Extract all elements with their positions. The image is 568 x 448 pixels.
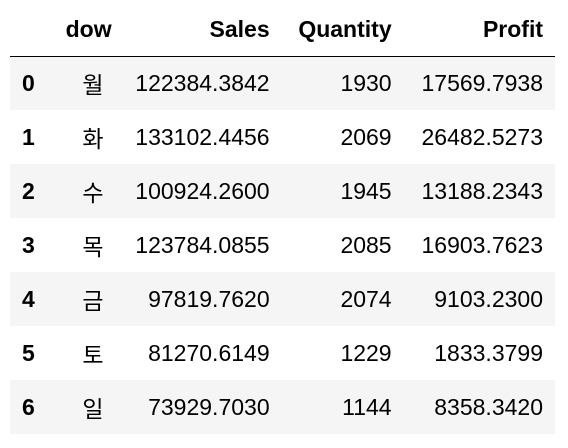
sales-cell: 133102.4456 xyxy=(135,123,270,150)
sales-cell: 122384.3842 xyxy=(135,69,270,96)
row-index: 2 xyxy=(22,177,35,204)
column-header-profit: Profit xyxy=(403,4,555,57)
dow-cell: 월 xyxy=(82,73,104,100)
column-header-sales: Sales xyxy=(123,4,282,57)
sales-cell: 123784.0855 xyxy=(135,231,270,258)
dow-cell: 수 xyxy=(82,181,104,207)
table-row: 5 토 81270.6149 1229 1833.3799 xyxy=(10,326,555,380)
profit-cell: 13188.2343 xyxy=(421,177,543,204)
profit-cell: 17569.7938 xyxy=(421,69,543,96)
row-index: 6 xyxy=(22,393,35,420)
row-index: 0 xyxy=(22,69,35,96)
profit-cell: 8358.3420 xyxy=(434,393,543,420)
profit-cell: 1833.3799 xyxy=(434,339,543,366)
column-header-dow: dow xyxy=(40,4,124,57)
column-header-quantity: Quantity xyxy=(281,4,404,57)
dow-cell: 화 xyxy=(82,127,104,153)
table-body: 0 월 122384.3842 1930 17569.7938 1 화 1331… xyxy=(10,56,555,434)
row-index: 5 xyxy=(22,339,35,366)
quantity-cell: 2074 xyxy=(340,285,392,312)
profit-cell: 9103.2300 xyxy=(434,285,543,312)
quantity-cell: 1930 xyxy=(340,69,392,96)
sales-cell: 100924.2600 xyxy=(135,177,270,204)
dow-cell: 목 xyxy=(82,235,104,261)
row-index: 4 xyxy=(22,285,35,312)
table-header: dow Sales Quantity Profit xyxy=(10,4,555,57)
sales-cell: 73929.7030 xyxy=(148,393,270,420)
quantity-cell: 1945 xyxy=(340,177,392,204)
index-column-header xyxy=(10,4,41,57)
quantity-cell: 2069 xyxy=(340,123,392,150)
table-row: 2 수 100924.2600 1945 13188.2343 xyxy=(10,164,555,218)
profit-cell: 16903.7623 xyxy=(421,231,543,258)
row-index: 3 xyxy=(22,231,35,258)
quantity-cell: 1144 xyxy=(342,393,392,420)
dow-cell: 일 xyxy=(82,397,104,423)
sales-cell: 81270.6149 xyxy=(148,339,270,366)
table-row: 4 금 97819.7620 2074 9103.2300 xyxy=(10,272,555,326)
table-row: 3 목 123784.0855 2085 16903.7623 xyxy=(10,218,555,272)
dow-cell: 금 xyxy=(82,289,104,315)
table-row: 6 일 73929.7030 1144 8358.3420 xyxy=(10,380,555,434)
profit-cell: 26482.5273 xyxy=(421,123,543,150)
table-row: 1 화 133102.4456 2069 26482.5273 xyxy=(10,110,555,164)
header-row: dow Sales Quantity Profit xyxy=(10,4,555,57)
dataframe-table: dow Sales Quantity Profit 0 월 122384.384… xyxy=(10,4,555,434)
quantity-cell: 2085 xyxy=(340,231,392,258)
table-row: 0 월 122384.3842 1930 17569.7938 xyxy=(10,56,555,110)
row-index: 1 xyxy=(22,123,35,150)
quantity-cell: 1229 xyxy=(340,339,392,366)
sales-cell: 97819.7620 xyxy=(148,285,270,312)
dow-cell: 토 xyxy=(82,343,104,369)
